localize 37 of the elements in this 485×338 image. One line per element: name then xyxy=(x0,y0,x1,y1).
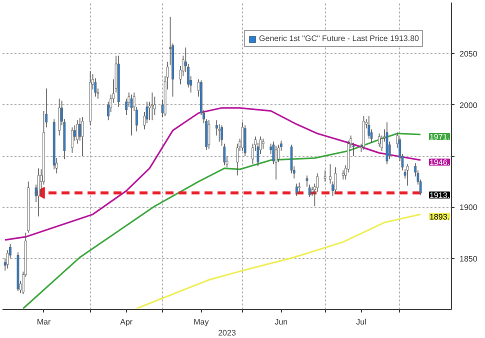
x-axis-title: 2023 xyxy=(218,328,236,338)
data-label: 1971. xyxy=(429,132,450,142)
candlestick xyxy=(378,133,380,148)
candlestick xyxy=(208,120,210,150)
candlestick xyxy=(130,94,133,136)
y-tick-label: 1900 xyxy=(460,203,478,212)
x-tick-label: Mar xyxy=(36,318,52,326)
legend-label: Generic 1st "GC" Future - Last Price 1913.80 xyxy=(259,34,419,43)
candlestick xyxy=(220,124,224,146)
annotation: 1913. xyxy=(429,191,450,200)
candlestick xyxy=(223,143,226,166)
candlestick xyxy=(295,183,298,196)
candlestick xyxy=(406,164,409,186)
candlestick xyxy=(334,166,337,194)
candlestick xyxy=(274,145,278,180)
candlestick xyxy=(37,168,40,217)
candlestick xyxy=(329,164,332,184)
candlestick xyxy=(70,126,74,154)
candlestick xyxy=(81,116,84,156)
y-tick-label: 1850 xyxy=(460,254,478,264)
x-tick-label: Jul xyxy=(356,318,367,326)
data-label: 1893. xyxy=(429,212,450,222)
candlestick xyxy=(76,120,79,144)
candlestick xyxy=(94,78,97,98)
data-label: 1946. xyxy=(429,158,450,168)
x-tick-label: May xyxy=(194,318,209,326)
x-tick-label: Apr xyxy=(120,318,133,326)
candlestick xyxy=(150,92,154,121)
candlestick xyxy=(218,124,220,142)
candlestick xyxy=(342,170,344,180)
candlestick xyxy=(58,98,60,136)
candlestick xyxy=(324,170,326,182)
y-tick-label: 2050 xyxy=(460,50,478,59)
candlestick xyxy=(368,116,370,140)
x-tick-label: Jun xyxy=(274,318,288,326)
candlestick xyxy=(298,182,300,192)
y-tick-label: 2000 xyxy=(460,100,478,110)
